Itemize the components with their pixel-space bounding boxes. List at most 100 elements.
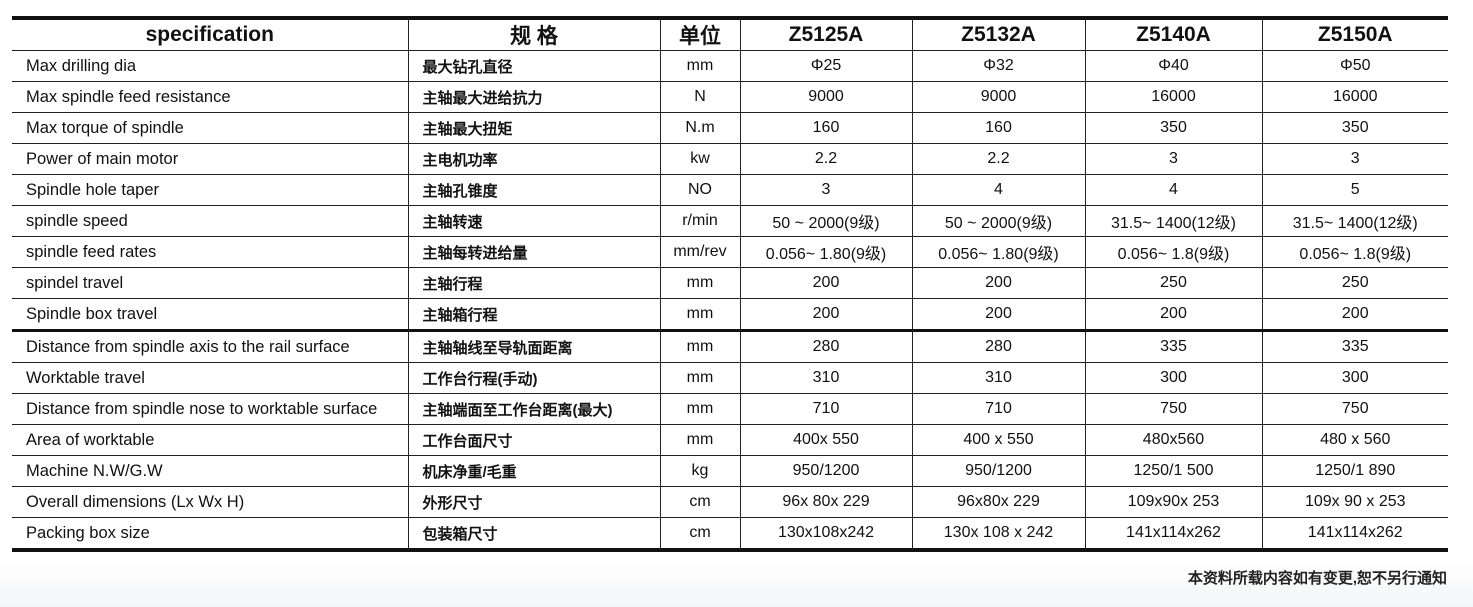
value-cell: 16000 [1261,81,1448,113]
table-row: Overall dimensions (Lx Wx H) 外形尺寸 cm 96x 80… [12,486,1448,518]
table-row: Max torque of spindle 主轴最大扭矩 N.m 160 160 350 3… [12,112,1448,144]
value-cell: 280 [911,330,1086,363]
value-cell: 950/1200 [739,455,913,487]
value-cell: 9000 [911,81,1086,113]
spec-name-cn: 主轴轴线至导轨面距离 [407,330,661,363]
spec-name: Max spindle feed resistance [12,81,409,113]
spec-name: Machine N.W/G.W [12,455,409,487]
table-row: Distance from spindle nose to worktable … [12,393,1448,425]
unit-cell: cm [659,486,741,518]
spec-name-cn: 主轴端面至工作台距离(最大) [407,393,661,425]
value-cell: 1250/1 890 [1261,455,1448,487]
value-cell: 750 [1261,393,1448,425]
footnote: 本资料所载内容如有变更,恕不另行通知 [1187,570,1447,587]
column-header: Z5125A [739,17,913,51]
value-cell: 50 ~ 2000(9级) [739,205,913,237]
value-cell: 950/1200 [911,455,1086,487]
spec-name-cn: 主轴最大进给抗力 [407,81,661,113]
value-cell: 5 [1261,174,1448,206]
spec-name-cn: 工作台面尺寸 [407,424,661,456]
spec-name-cn: 主轴最大扭矩 [407,112,661,144]
unit-cell: mm [659,362,741,394]
table-row: Area of worktable 工作台面尺寸 mm 400x 550 400 x 5… [12,424,1448,456]
spec-name: Packing box size [12,517,409,551]
value-cell: 750 [1084,393,1263,425]
spec-name-cn: 主轴每转进给量 [407,236,661,268]
value-cell: 310 [911,362,1086,394]
value-cell: 400 x 550 [911,424,1086,456]
table-row: Spindle hole taper 主轴孔锥度 NO 3 4 4 5 [12,174,1448,206]
unit-cell: mm [659,50,741,82]
unit-cell: r/min [659,205,741,237]
table-row: Worktable travel 工作台行程(手动) mm 310 310 300 300 [12,362,1448,394]
table-row: Packing box size 包装箱尺寸 cm 130x108x242 130x 1… [12,517,1448,551]
table-row: Max drilling dia 最大钻孔直径 mm Φ25 Φ32 Φ40 Φ50 [12,50,1448,82]
value-cell: 160 [911,112,1086,144]
table-row: Power of main motor 主电机功率 kw 2.2 2.2 3 3 [12,143,1448,175]
value-cell: 2.2 [911,143,1086,175]
unit-cell: mm [659,424,741,456]
value-cell: 200 [1084,298,1263,331]
value-cell: 31.5~ 1400(12级) [1261,205,1448,237]
spec-name-cn: 工作台行程(手动) [407,362,661,394]
table-header-row: specification 规 格单位 Z5125A Z5132A Z5140A Z515… [12,17,1448,51]
spec-name-cn: 最大钻孔直径 [407,50,661,82]
value-cell: 0.056~ 1.8(9级) [1261,236,1448,268]
value-cell: 2.2 [739,143,913,175]
value-cell: 200 [911,267,1086,299]
table-row: Max spindle feed resistance 主轴最大进给抗力 N 9000… [12,81,1448,113]
value-cell: 4 [911,174,1086,206]
column-header: 单位 [659,17,741,51]
spec-name: Max drilling dia [12,50,409,82]
spec-name-cn: 机床净重/毛重 [407,455,661,487]
table-row: spindle feed rates 主轴每转进给量 mm/rev 0.056~ 1.… [12,236,1448,268]
unit-cell: mm [659,267,741,299]
spec-name: Area of worktable [12,424,409,456]
value-cell: 0.056~ 1.8(9级) [1084,236,1263,268]
value-cell: 141x114x262 [1084,517,1263,551]
table-row: Spindle box travel 主轴箱行程 mm 200 200 200 200 [12,298,1448,331]
value-cell: 335 [1084,330,1263,363]
spec-name: spindel travel [12,267,409,299]
value-cell: 3 [1084,143,1263,175]
spec-name-cn: 主轴转速 [407,205,661,237]
spec-name: Power of main motor [12,143,409,175]
value-cell: 200 [1261,298,1448,331]
unit-cell: N [659,81,741,113]
value-cell: 9000 [739,81,913,113]
unit-cell: kg [659,455,741,487]
value-cell: 109x 90 x 253 [1261,486,1448,518]
value-cell: 400x 550 [739,424,913,456]
value-cell: 250 [1084,267,1263,299]
value-cell: 109x90x 253 [1084,486,1263,518]
value-cell: 310 [739,362,913,394]
value-cell: 300 [1261,362,1448,394]
spec-name: Spindle hole taper [12,174,409,206]
unit-cell: cm [659,517,741,551]
spec-name: Overall dimensions (Lx Wx H) [12,486,409,518]
spec-name: Distance from spindle nose to worktable … [12,393,409,425]
value-cell: 0.056~ 1.80(9级) [911,236,1086,268]
value-cell: 710 [739,393,913,425]
spec-name: spindle feed rates [12,236,409,268]
spec-name: Worktable travel [12,362,409,394]
value-cell: 350 [1261,112,1448,144]
value-cell: 31.5~ 1400(12级) [1084,205,1263,237]
value-cell: 350 [1084,112,1263,144]
spec-table: specification 规 格单位 Z5125A Z5132A Z5140A Z515… [12,16,1448,552]
value-cell: 141x114x262 [1261,517,1448,551]
column-header: Z5150A [1261,17,1448,51]
unit-cell: N.m [659,112,741,144]
value-cell: 480x560 [1084,424,1263,456]
column-header: Z5140A [1084,17,1263,51]
spec-name: Max torque of spindle [12,112,409,144]
column-header: 规 格 [407,17,661,51]
value-cell: 250 [1261,267,1448,299]
spec-name-cn: 包装箱尺寸 [407,517,661,551]
value-cell: 96x 80x 229 [739,486,913,518]
value-cell: 280 [739,330,913,363]
unit-cell: mm [659,330,741,363]
value-cell: Φ25 [739,50,913,82]
value-cell: 160 [739,112,913,144]
